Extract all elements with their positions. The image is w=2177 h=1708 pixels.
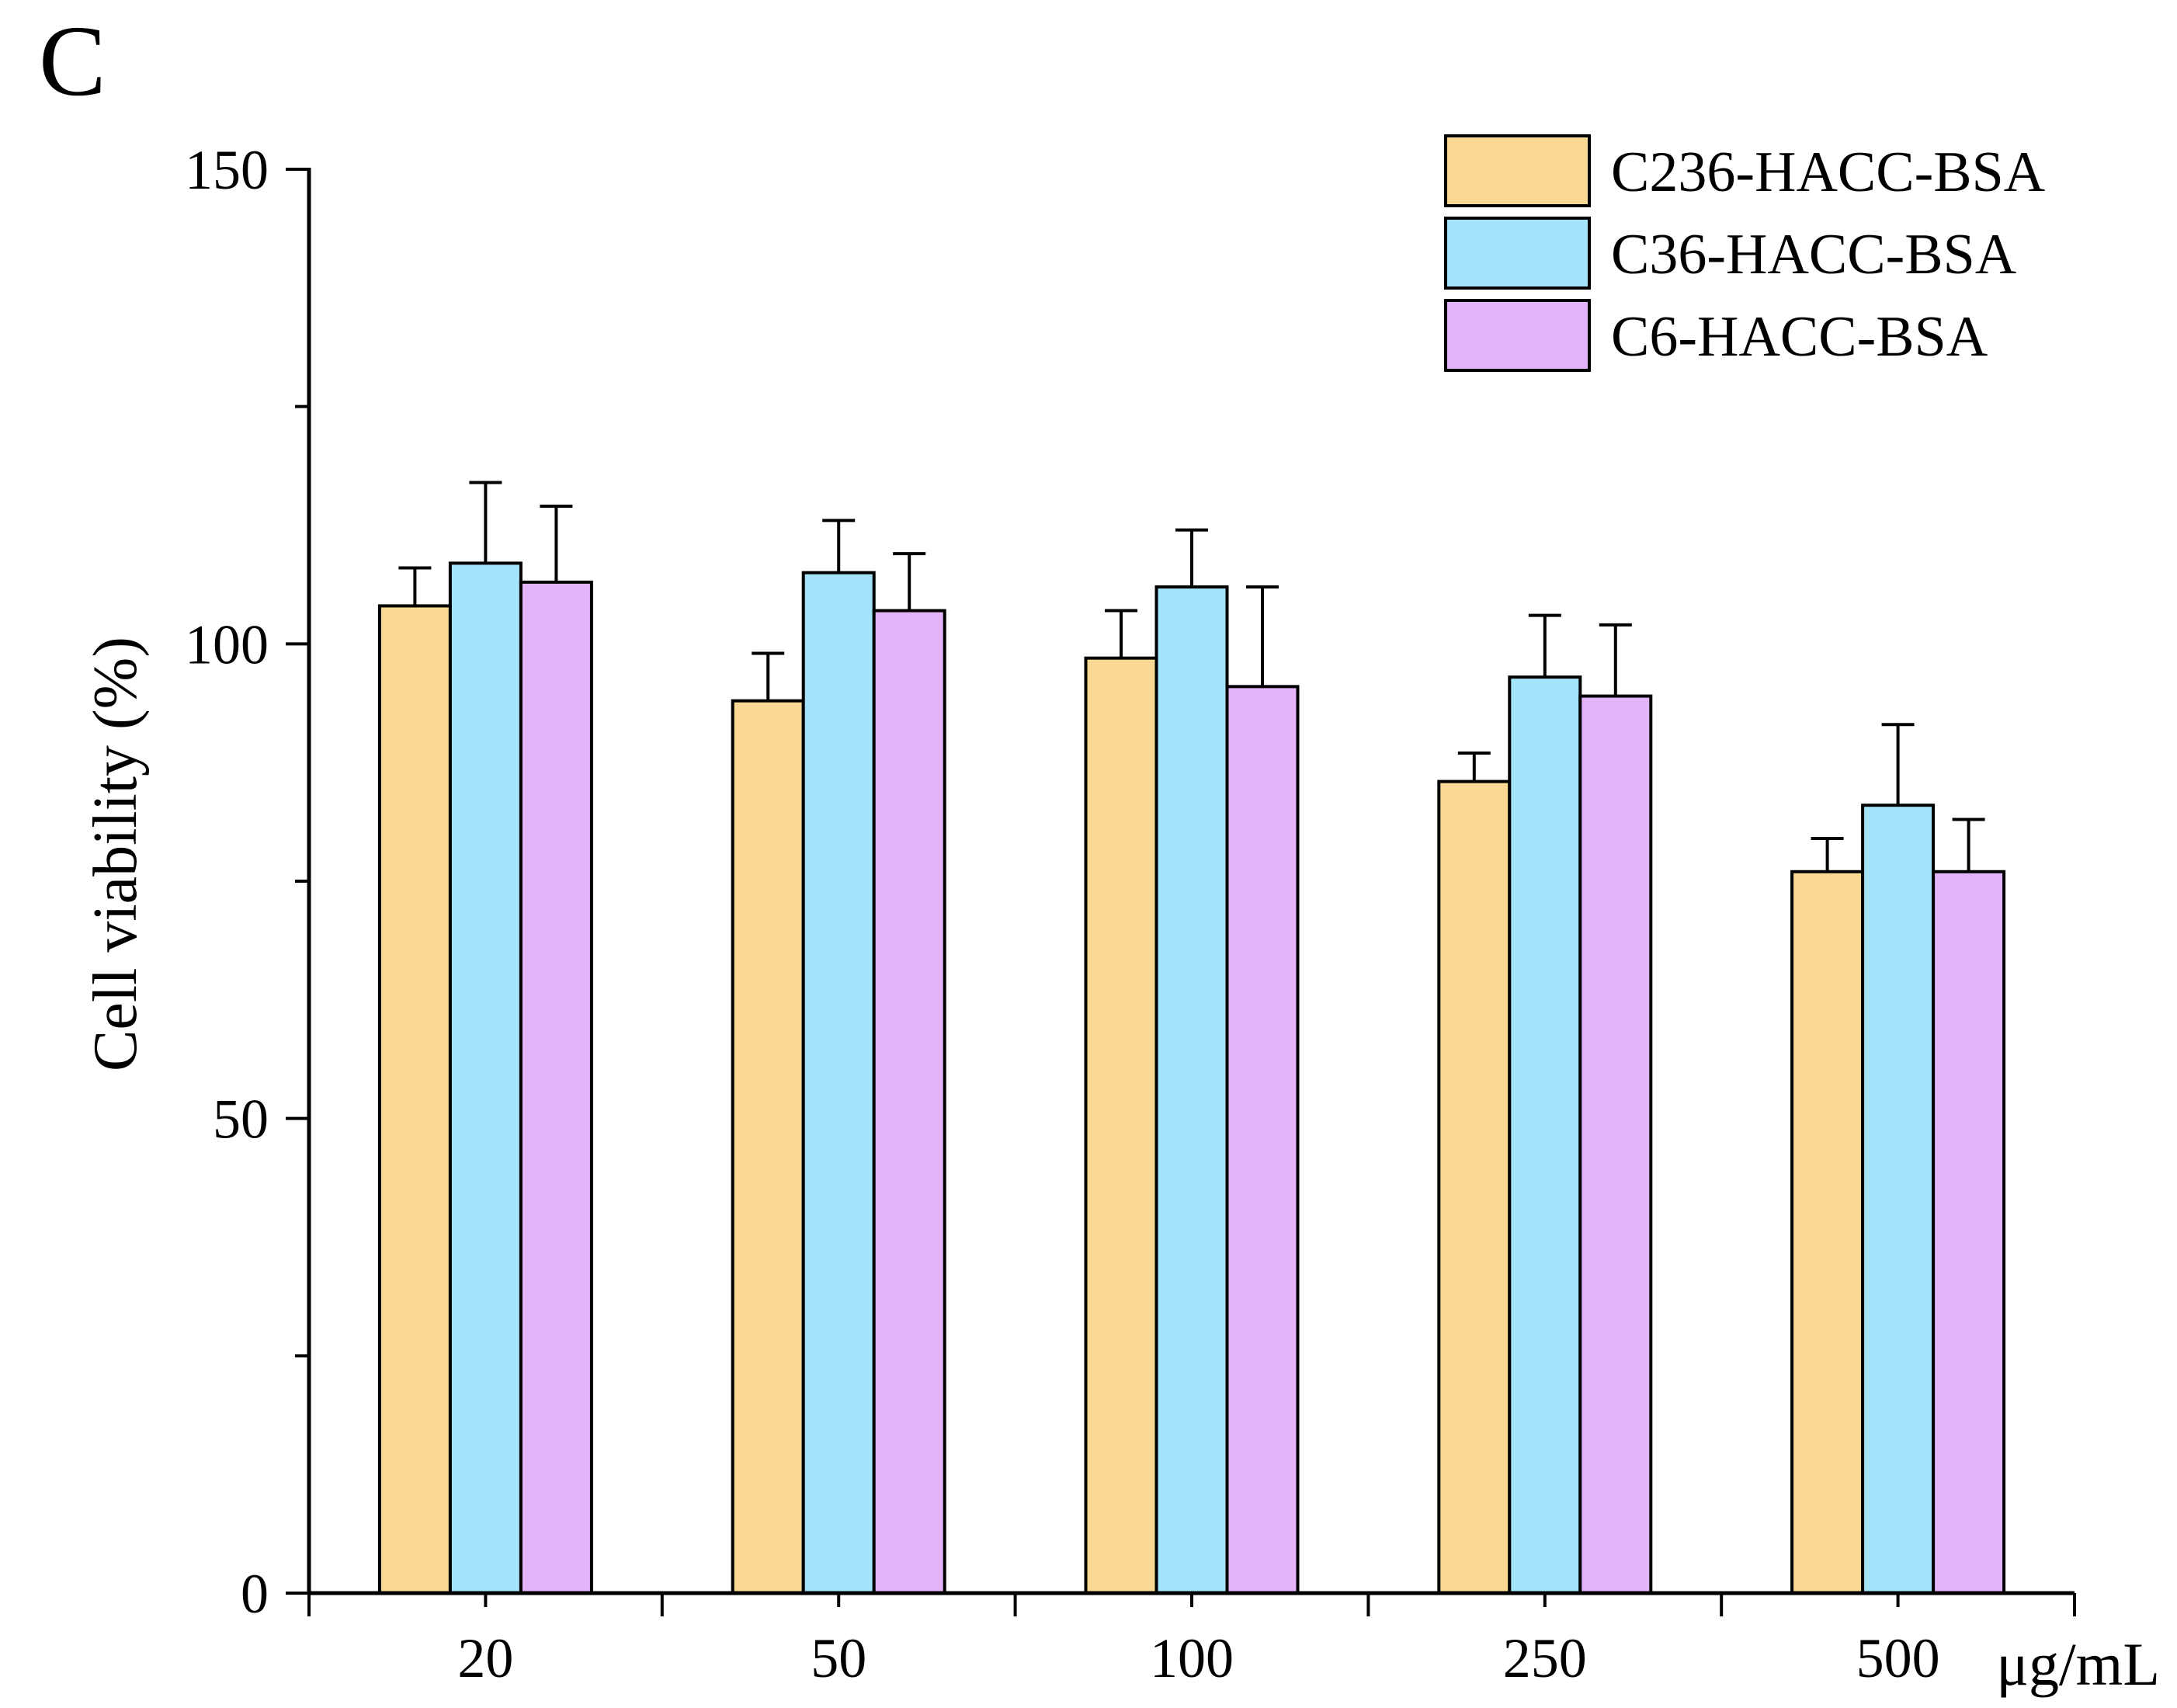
bar-2-20 xyxy=(448,561,523,1595)
bar-1-250 xyxy=(1437,779,1512,1595)
x-tick-label: 500 xyxy=(1856,1627,1940,1689)
y-tick-label: 50 xyxy=(213,1088,269,1151)
panel-label: C xyxy=(39,5,106,117)
axes-group: 0 50 100 150 20 50 100 250 500 xyxy=(185,139,2076,1689)
bar-1-500 xyxy=(1790,870,1865,1595)
y-tick-label: 0 xyxy=(241,1563,269,1625)
legend: C236-HACC-BSA C36-HACC-BSA C6-HACC-BSA xyxy=(1444,134,2045,372)
bar-3-20 xyxy=(519,580,593,1595)
bar-3-250 xyxy=(1578,694,1653,1595)
bar-2-100 xyxy=(1154,585,1229,1595)
x-tick-label: 20 xyxy=(457,1627,513,1689)
error-bars-group xyxy=(398,481,1985,872)
bar-1-100 xyxy=(1084,656,1158,1595)
x-tick-label: 250 xyxy=(1503,1627,1587,1689)
y-tick-label: 150 xyxy=(185,139,269,201)
legend-swatch-1 xyxy=(1444,134,1591,207)
bars-group xyxy=(377,561,2006,1595)
bar-3-500 xyxy=(1932,870,2006,1595)
bar-2-50 xyxy=(801,571,876,1595)
x-tick-label: 100 xyxy=(1150,1627,1234,1689)
bar-1-20 xyxy=(377,604,452,1595)
legend-swatch-2 xyxy=(1444,217,1591,290)
x-axis-unit-label: μg/mL xyxy=(1996,1630,2160,1698)
x-tick-label: 50 xyxy=(811,1627,866,1689)
y-tick-label: 100 xyxy=(185,613,269,675)
bar-1-50 xyxy=(731,699,805,1595)
bar-3-50 xyxy=(872,609,946,1595)
y-axis-title: Cell viability (%) xyxy=(82,637,150,1071)
bar-3-100 xyxy=(1225,685,1300,1595)
legend-label-2: C36-HACC-BSA xyxy=(1611,223,2016,286)
bar-2-250 xyxy=(1508,675,1582,1595)
legend-label-3: C6-HACC-BSA xyxy=(1611,305,1988,369)
legend-swatch-3 xyxy=(1444,299,1591,372)
bar-2-500 xyxy=(1861,804,1936,1595)
legend-label-1: C236-HACC-BSA xyxy=(1611,141,2045,204)
